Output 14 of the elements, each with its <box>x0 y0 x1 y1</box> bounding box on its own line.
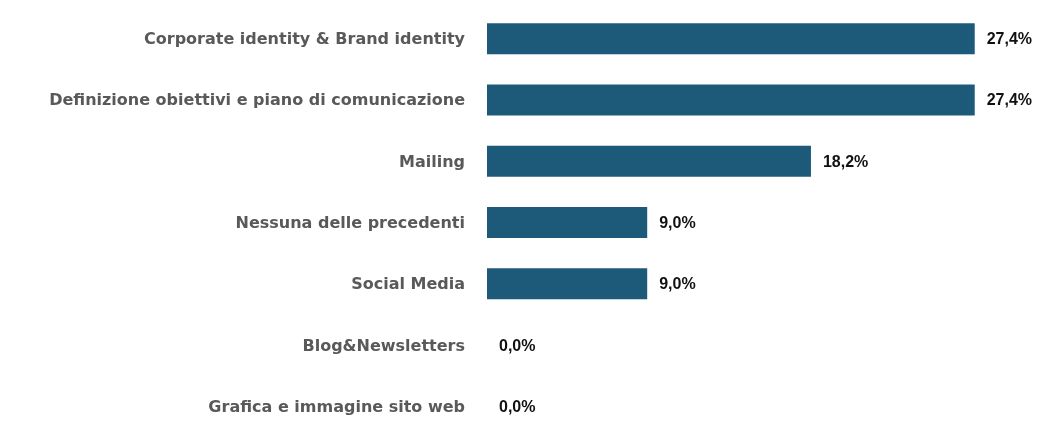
data-label: 27,4% <box>986 91 1033 109</box>
y-tick-label: Definizione obiettivi e piano di comunicazione <box>49 90 466 110</box>
data-label: 18,2% <box>822 152 869 170</box>
data-label: 9,0% <box>659 275 696 293</box>
y-tick-label: Grafica e immagine sito web <box>208 396 465 416</box>
y-tick-label: Blog&Newsletters <box>302 335 465 355</box>
data-label: 27,4% <box>986 30 1033 48</box>
y-tick-label: Nessuna delle precedenti <box>235 213 465 232</box>
y-tick-label: Corporate identity & Brand identity <box>144 29 466 49</box>
data-label: 9,0% <box>659 214 696 231</box>
data-label: 0,0% <box>499 397 536 415</box>
y-tick-label: Mailing <box>398 151 465 171</box>
data-label: 0,0% <box>499 336 536 354</box>
y-tick-label: Social Media <box>351 274 465 294</box>
